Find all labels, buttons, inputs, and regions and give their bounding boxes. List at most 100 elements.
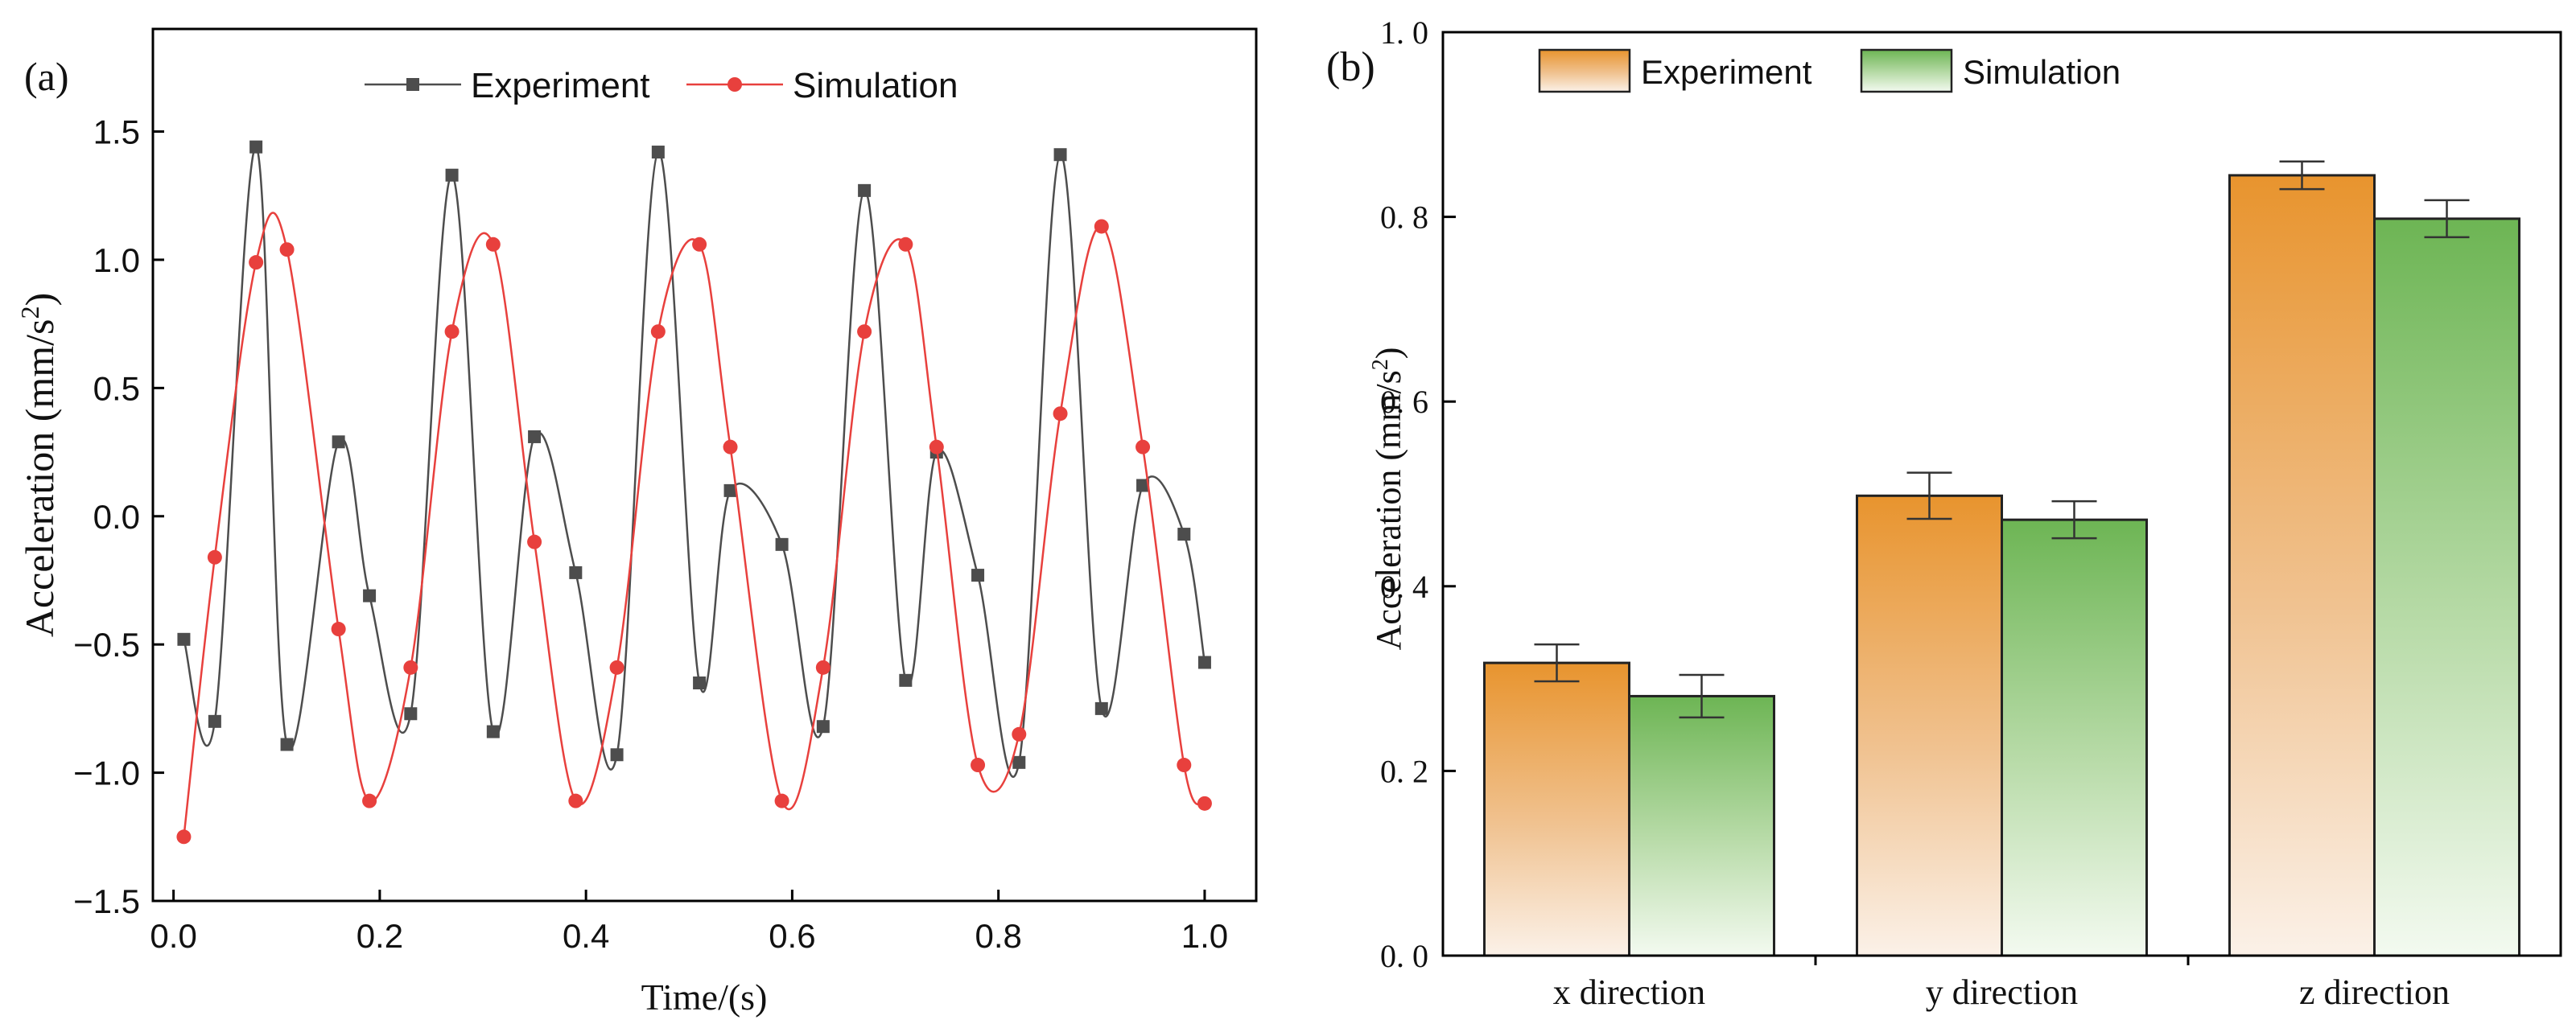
- data-point-experiment: [445, 168, 459, 182]
- data-point-simulation: [929, 439, 944, 454]
- a-x-tick-label: 0.0: [150, 917, 196, 955]
- data-point-experiment: [1012, 755, 1026, 769]
- data-point-experiment: [249, 140, 263, 154]
- a-y-tick-label: −1.5: [73, 882, 140, 920]
- data-point-simulation: [971, 758, 986, 773]
- data-point-experiment: [528, 430, 542, 443]
- data-point-experiment: [775, 537, 789, 551]
- a-y-tick-label: 1.5: [93, 113, 140, 151]
- data-point-experiment: [899, 673, 913, 687]
- legend-b-simulation-label: Simulation: [1963, 53, 2121, 91]
- data-point-simulation: [815, 660, 831, 675]
- data-point-simulation: [1177, 758, 1192, 773]
- series-line-simulation: [183, 212, 1206, 837]
- data-point-experiment: [404, 707, 418, 721]
- panel-a-y-axis-label-sup: 2: [15, 306, 44, 319]
- panel-a-x-axis-label: Time/(s): [641, 977, 768, 1018]
- data-point-simulation: [1094, 219, 1109, 234]
- data-point-simulation: [568, 793, 583, 808]
- data-point-simulation: [857, 324, 872, 339]
- data-point-simulation: [1136, 439, 1151, 454]
- bar-experiment-y: [1856, 494, 2003, 957]
- data-point-simulation: [1053, 406, 1068, 422]
- data-point-simulation: [444, 324, 460, 339]
- b-x-tick-label: x direction: [1553, 973, 1705, 1012]
- a-y-tick-label: 1.0: [93, 241, 140, 279]
- data-point-experiment: [363, 589, 377, 602]
- legend-simulation-marker: [727, 77, 742, 92]
- series-line-experiment: [183, 146, 1206, 779]
- data-point-experiment: [569, 565, 583, 579]
- legend-b-experiment-label: Experiment: [1641, 53, 1812, 91]
- b-x-tick-label: y direction: [1926, 973, 2078, 1012]
- data-point-simulation: [723, 439, 738, 454]
- data-point-simulation: [650, 324, 666, 339]
- panel-a-y-axis-label-close: ): [17, 293, 62, 306]
- panel-a-legend: Experiment Simulation: [365, 66, 958, 105]
- data-point-simulation: [207, 549, 222, 565]
- panel-a: (a) 0.0 0.2 0.4 0.6 0.8 1.0 −1.5 −1.0 −0.5 0.0 0.5…: [15, 27, 1258, 1018]
- data-point-experiment: [858, 183, 872, 197]
- data-point-experiment: [816, 720, 830, 734]
- data-point-simulation: [485, 236, 501, 252]
- panel-a-series: [176, 140, 1212, 845]
- data-point-simulation: [403, 660, 418, 675]
- data-point-simulation: [176, 829, 192, 845]
- data-point-experiment: [971, 569, 985, 582]
- data-point-experiment: [177, 632, 191, 646]
- data-point-simulation: [898, 236, 913, 252]
- data-point-simulation: [1012, 726, 1027, 742]
- bar-simulation-y: [2001, 518, 2148, 957]
- data-point-experiment: [723, 483, 737, 497]
- panel-b-y-axis-label-sup: 2: [1368, 359, 1393, 370]
- panel-a-y-axis-label: Acceleration (mm/s2): [15, 293, 62, 637]
- panel-b-label: (b): [1326, 44, 1375, 90]
- a-x-tick-label: 0.2: [357, 917, 403, 955]
- data-point-simulation: [362, 793, 377, 808]
- b-y-tick-label: 0. 8: [1380, 199, 1428, 236]
- legend-experiment-marker: [406, 78, 419, 91]
- data-point-simulation: [774, 793, 789, 808]
- a-x-tick-label: 0.4: [563, 917, 609, 955]
- bar-simulation-z: [2373, 217, 2520, 957]
- a-y-tick-label: 0.5: [93, 369, 140, 407]
- b-y-tick-label: 0. 6: [1380, 384, 1428, 420]
- data-point-simulation: [692, 236, 707, 252]
- data-point-simulation: [527, 534, 542, 549]
- panel-b-legend: Experiment Simulation: [1538, 48, 2121, 93]
- data-point-simulation: [1197, 796, 1212, 811]
- panel-a-y-axis-label-main: Acceleration (mm/s: [17, 319, 62, 637]
- panel-b-y-axis-label: Acceleration (mm/s2): [1368, 348, 1408, 651]
- panel-a-plot-frame: [151, 27, 1258, 903]
- data-point-experiment: [610, 748, 624, 762]
- panel-b-bars: [1483, 160, 2520, 957]
- data-point-experiment: [332, 435, 345, 449]
- bar-simulation-x: [1628, 694, 1775, 957]
- legend-simulation-label: Simulation: [793, 66, 958, 105]
- a-y-tick-label: 0.0: [93, 498, 140, 536]
- b-y-tick-label: 0. 4: [1380, 569, 1428, 605]
- legend-experiment-label: Experiment: [471, 66, 650, 105]
- legend-experiment-swatch: [1538, 48, 1631, 93]
- data-point-simulation: [331, 622, 346, 637]
- data-point-experiment: [1094, 701, 1108, 715]
- bar-experiment-x: [1483, 661, 1630, 957]
- data-point-simulation: [279, 242, 295, 257]
- data-point-simulation: [609, 660, 624, 675]
- panel-b-y-axis-label-close: ): [1369, 348, 1408, 360]
- data-point-experiment: [651, 146, 665, 159]
- data-point-experiment: [1136, 479, 1150, 492]
- data-point-experiment: [1197, 656, 1211, 669]
- b-y-tick-label: 0. 2: [1380, 753, 1428, 789]
- a-x-tick-label: 0.6: [769, 917, 815, 955]
- panel-b-y-axis-label-main: Acceleration (mm/s: [1369, 370, 1408, 650]
- panel-a-ticks: 0.0 0.2 0.4 0.6 0.8 1.0 −1.5 −1.0 −0.5 0.0 0.5 1.0 1…: [73, 113, 1228, 955]
- a-y-tick-label: −0.5: [73, 626, 140, 664]
- panel-a-label: (a): [24, 54, 69, 99]
- panel-b-plot-frame: [1441, 31, 2562, 957]
- panel-b-ticks: 0. 0 0. 2 0. 4 0. 6 0. 8 1. 0 x direction y dir…: [1380, 14, 2450, 1012]
- data-point-experiment: [1053, 148, 1067, 162]
- data-point-experiment: [693, 676, 707, 689]
- panel-b: (b) 0. 0 0. 2 0. 4 0. 6 0. 8 1. 0 x direction y…: [1326, 14, 2562, 1012]
